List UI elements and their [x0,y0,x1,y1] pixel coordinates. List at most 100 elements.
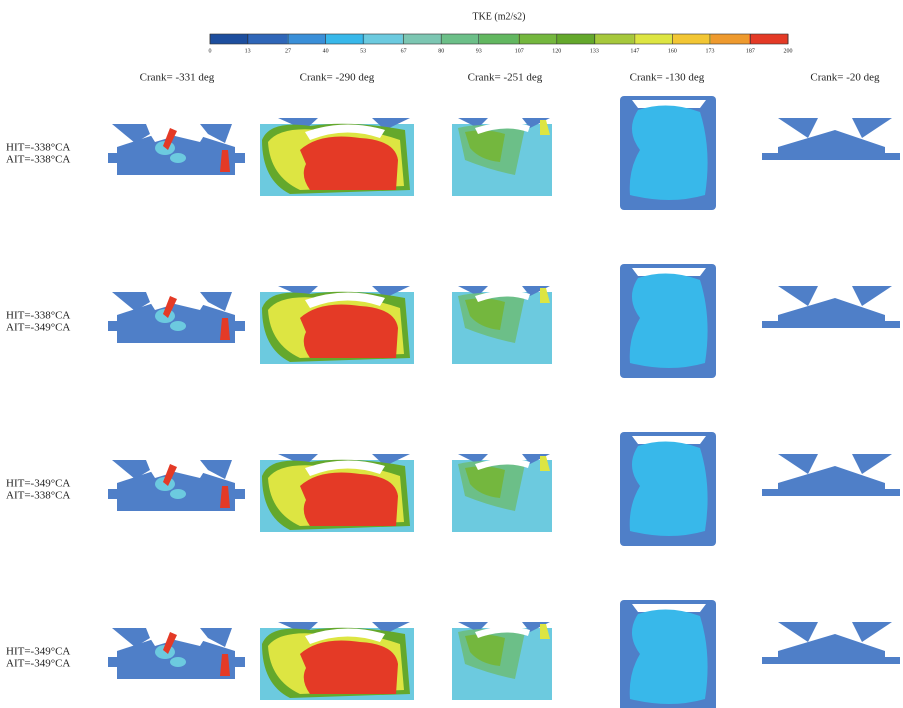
valve [778,454,818,474]
tke-high [465,130,505,162]
valve [200,460,232,479]
chamber [108,632,245,679]
column-header: Crank= -290 deg [300,72,375,84]
colorbar-tick-label: 107 [515,48,524,54]
chamber [108,296,245,343]
jet-core [163,128,177,150]
colorbar-segment [210,34,250,44]
colorbar-tick-label: 67 [401,48,407,54]
jet [170,153,186,163]
tke-low [629,273,708,368]
colorbar-segment [402,34,442,44]
valve [372,286,410,298]
tke-high [465,634,505,666]
colorbar-tick-label: 187 [746,48,755,54]
colorbar-title: TKE (m2/s2) [472,11,525,22]
row-label-hit: HIT=-349°CA [6,646,70,658]
column-header: Crank= -331 deg [140,72,215,84]
valve-gap [150,294,205,310]
colorbar-segment [287,34,327,44]
colorbar-tick-label: 80 [438,48,444,54]
valve-gap [475,458,530,470]
colorbar-tick-label: 160 [668,48,677,54]
row-label-hit: HIT=-349°CA [6,478,70,490]
jet-core [540,288,550,303]
row-label-ait: AIT=-338°CA [6,154,70,166]
jet-core [163,296,177,318]
tke-high [465,298,505,330]
column-header: Crank= -130 deg [630,72,705,84]
valve [200,124,232,143]
jet [170,657,186,667]
tke-peak [300,472,398,526]
colorbar-tick-label: 53 [360,48,366,54]
row-label-ait: AIT=-349°CA [6,658,70,670]
valve [112,628,150,647]
chamber [762,298,900,328]
valve-gap [475,290,530,302]
valve [112,124,150,143]
colorbar-tick-label: 40 [323,48,329,54]
jet-core [220,654,230,676]
valve [200,628,232,647]
colorbar-segment [248,34,288,44]
row-label-ait: AIT=-338°CA [6,490,70,502]
chamber [762,130,900,160]
valve [778,118,818,138]
valve-gap [475,626,530,638]
valve-gap [305,628,385,644]
row-label-hit: HIT=-338°CA [6,142,70,154]
colorbar-tick-label: 13 [245,48,251,54]
colorbar-segment [672,34,712,44]
valve-gap [305,292,385,308]
jet-core [220,318,230,340]
colorbar-segment [595,34,635,44]
jet [170,489,186,499]
tke-peak [300,640,398,694]
chamber [108,464,245,511]
jet-core [220,150,230,172]
valve-gap [632,604,706,612]
colorbar-tick-label: 27 [285,48,291,54]
colorbar-tick-label: 147 [630,48,639,54]
colorbar-tick-label: 200 [784,48,793,54]
valve-gap [305,124,385,140]
valve-gap [475,122,530,134]
valve [852,286,892,306]
tke-low [629,441,708,536]
jet-core [540,456,550,471]
chamber [108,128,245,175]
jet-core [220,486,230,508]
tke-low [629,609,708,704]
valve-gap [632,436,706,444]
valve [200,292,232,311]
row-label-hit: HIT=-338°CA [6,310,70,322]
jet-core [163,632,177,654]
valve-gap [150,462,205,478]
column-header: Crank= -20 deg [810,72,880,84]
colorbar-segment [364,34,404,44]
colorbar-segment [325,34,365,44]
tke-peak [300,136,398,190]
colorbar-segment [479,34,519,44]
colorbar-tick-label: 173 [705,48,714,54]
valve-gap [150,630,205,646]
jet-core [163,464,177,486]
valve-gap [632,268,706,276]
jet [170,321,186,331]
valve-gap [632,100,706,108]
colorbar-segment [441,34,481,44]
valve [112,292,150,311]
jet-core [540,624,550,639]
colorbar-tick-label: 93 [476,48,482,54]
colorbar-tick-label: 120 [552,48,561,54]
valve [372,622,410,634]
chamber [762,634,900,664]
colorbar-segment [556,34,596,44]
colorbar-tick-label: 0 [209,48,212,54]
colorbar-segment [633,34,673,44]
